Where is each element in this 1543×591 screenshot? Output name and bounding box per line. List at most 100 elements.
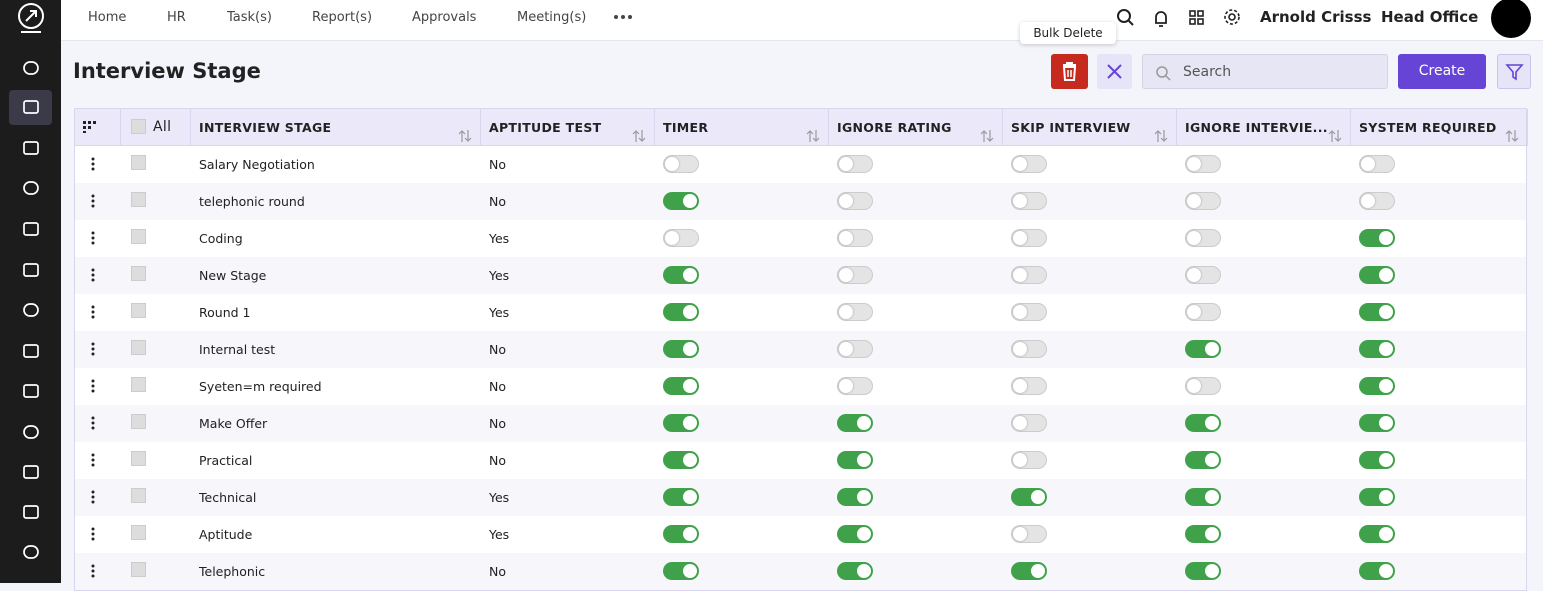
sort-icon[interactable] [1154, 120, 1168, 157]
column-header[interactable]: INTERVIEW STAGE [191, 109, 481, 146]
sidebar-icon[interactable] [18, 539, 44, 565]
nav-item[interactable]: Approvals [412, 10, 477, 25]
column-header[interactable]: SYSTEM REQUIRED [1351, 109, 1528, 146]
column-header[interactable]: IGNORE RATING [829, 109, 1003, 146]
top-icons[interactable] [1115, 7, 1245, 29]
filter-button[interactable] [1497, 54, 1531, 89]
column-header[interactable]: APTITUDE TEST [481, 109, 655, 146]
toggle[interactable] [1011, 229, 1047, 247]
toggle[interactable] [663, 451, 699, 469]
toggle[interactable] [1011, 266, 1047, 284]
sidebar-icon[interactable] [18, 338, 44, 364]
toggle[interactable] [1359, 340, 1395, 358]
row-checkbox[interactable] [131, 266, 146, 281]
toggle[interactable] [1011, 562, 1047, 580]
sidebar-icon[interactable] [18, 459, 44, 485]
toggle[interactable] [663, 414, 699, 432]
toggle[interactable] [1185, 377, 1221, 395]
row-menu[interactable] [83, 442, 113, 479]
toggle[interactable] [1011, 525, 1047, 543]
sidebar-icon[interactable] [18, 499, 44, 525]
toggle[interactable] [663, 525, 699, 543]
toggle[interactable] [1185, 229, 1221, 247]
user-name[interactable]: Arnold Crisss [1260, 8, 1372, 26]
row-checkbox[interactable] [131, 562, 146, 577]
toggle[interactable] [837, 414, 873, 432]
sidebar-icon[interactable] [18, 378, 44, 404]
toggle[interactable] [1359, 266, 1395, 284]
toggle[interactable] [837, 451, 873, 469]
row-menu[interactable] [83, 405, 113, 442]
column-header[interactable]: IGNORE INTERVIE... [1177, 109, 1351, 146]
sort-icon[interactable] [458, 120, 472, 157]
toggle[interactable] [1185, 562, 1221, 580]
sidebar-icon[interactable] [18, 216, 44, 242]
row-checkbox[interactable] [131, 192, 146, 207]
toggle[interactable] [1359, 192, 1395, 210]
toggle[interactable] [663, 562, 699, 580]
sort-icon[interactable] [632, 120, 646, 157]
toggle[interactable] [663, 488, 699, 506]
toggle[interactable] [1011, 192, 1047, 210]
avatar[interactable] [1491, 0, 1531, 38]
nav-item[interactable]: Home [88, 10, 127, 25]
toggle[interactable] [1359, 562, 1395, 580]
row-menu[interactable] [83, 183, 113, 220]
toggle[interactable] [837, 377, 873, 395]
toggle[interactable] [1185, 414, 1221, 432]
create-button[interactable]: Create [1398, 54, 1486, 89]
sort-icon[interactable] [1328, 120, 1342, 157]
search-input[interactable]: Search [1142, 54, 1388, 89]
toggle[interactable] [837, 155, 873, 173]
row-menu[interactable] [83, 146, 113, 183]
toggle[interactable] [1359, 377, 1395, 395]
toggle[interactable] [837, 525, 873, 543]
clear-selection-button[interactable] [1097, 54, 1132, 89]
sidebar-icon[interactable] [18, 257, 44, 283]
row-checkbox[interactable] [131, 155, 146, 170]
toggle[interactable] [663, 303, 699, 321]
toggle[interactable] [1011, 155, 1047, 173]
toggle[interactable] [837, 266, 873, 284]
toggle[interactable] [837, 562, 873, 580]
toggle[interactable] [1185, 155, 1221, 173]
toggle[interactable] [1359, 451, 1395, 469]
sidebar-icon[interactable] [18, 419, 44, 445]
row-menu[interactable] [83, 368, 113, 405]
toggle[interactable] [837, 340, 873, 358]
toggle[interactable] [1011, 488, 1047, 506]
column-header[interactable]: SKIP INTERVIEW [1003, 109, 1177, 146]
row-menu[interactable] [83, 220, 113, 257]
sort-icon[interactable] [980, 120, 994, 157]
toggle[interactable] [1185, 451, 1221, 469]
row-menu[interactable] [83, 479, 113, 516]
toggle[interactable] [837, 192, 873, 210]
nav-item[interactable]: Task(s) [227, 10, 272, 25]
nav-item[interactable]: Report(s) [312, 10, 373, 25]
toggle[interactable] [1359, 525, 1395, 543]
sidebar-icon[interactable] [18, 94, 44, 120]
row-menu[interactable] [83, 516, 113, 553]
row-checkbox[interactable] [131, 377, 146, 392]
row-menu[interactable] [83, 553, 113, 590]
row-menu[interactable] [83, 257, 113, 294]
toggle[interactable] [837, 488, 873, 506]
sort-icon[interactable] [1505, 120, 1519, 157]
toggle[interactable] [1359, 303, 1395, 321]
toggle[interactable] [663, 340, 699, 358]
toggle[interactable] [663, 377, 699, 395]
toggle[interactable] [1185, 266, 1221, 284]
toggle[interactable] [1359, 414, 1395, 432]
row-checkbox[interactable] [131, 525, 146, 540]
toggle[interactable] [1011, 340, 1047, 358]
toggle[interactable] [1359, 229, 1395, 247]
sidebar-icon[interactable] [18, 55, 44, 81]
row-menu[interactable] [83, 294, 113, 331]
nav-item[interactable]: Meeting(s) [517, 10, 587, 25]
toggle[interactable] [663, 266, 699, 284]
toggle[interactable] [1011, 377, 1047, 395]
row-checkbox[interactable] [131, 229, 146, 244]
toggle[interactable] [663, 192, 699, 210]
toggle[interactable] [663, 229, 699, 247]
toggle[interactable] [1185, 525, 1221, 543]
